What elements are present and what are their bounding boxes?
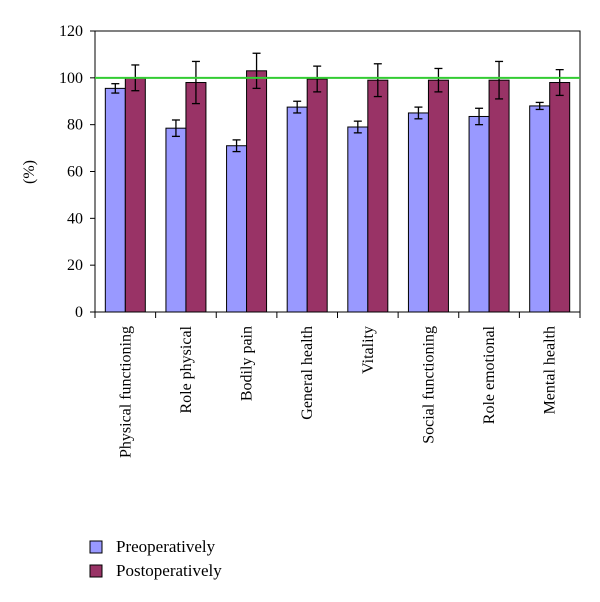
x-category-label: Role physical [178, 325, 195, 413]
x-category-label: Physical functioning [117, 326, 134, 458]
y-tick-label: 20 [67, 257, 83, 274]
bar-postoperatively [488, 79, 510, 313]
bar-postoperatively [367, 79, 389, 313]
bar-postoperatively [306, 78, 328, 313]
y-tick-label: 100 [59, 70, 83, 87]
bar-preoperatively [165, 127, 187, 313]
bar-preoperatively [286, 106, 308, 313]
bar-postoperatively [246, 70, 268, 313]
bar-postoperatively [427, 79, 449, 313]
bar-postoperatively [549, 82, 571, 313]
legend-swatch-postoperatively [89, 564, 103, 578]
y-tick-label: 40 [67, 210, 83, 227]
plot-area: 0 20 40 60 80 100 120 Physical functioning Role … [59, 23, 581, 458]
bar-postoperatively [124, 77, 146, 313]
legend-label-postoperatively: Postoperatively [116, 561, 222, 580]
bar-preoperatively [468, 115, 490, 313]
x-category-label: Social functioning [420, 326, 437, 444]
legend: Preoperatively Postoperatively [89, 537, 222, 580]
x-category-label: Role emotional [481, 325, 498, 424]
y-tick-label: 60 [67, 164, 83, 181]
x-category-label: Bodily pain [239, 326, 256, 401]
x-category-label: Mental health [542, 326, 559, 414]
y-axis-label: (%) [21, 160, 38, 184]
bar-preoperatively [347, 126, 369, 313]
y-tick-label: 120 [59, 23, 83, 40]
legend-label-preoperatively: Preoperatively [116, 537, 216, 556]
bar-preoperatively [529, 105, 551, 313]
bar-preoperatively [407, 112, 429, 313]
y-tick-label: 80 [67, 117, 83, 134]
x-category-label: Vitality [360, 326, 377, 374]
x-category-label: General health [299, 326, 316, 420]
bar-preoperatively [226, 145, 248, 313]
y-tick-label: 0 [75, 304, 83, 321]
legend-swatch-preoperatively [89, 540, 103, 554]
bar-postoperatively [185, 82, 207, 313]
bar-preoperatively [104, 87, 126, 313]
